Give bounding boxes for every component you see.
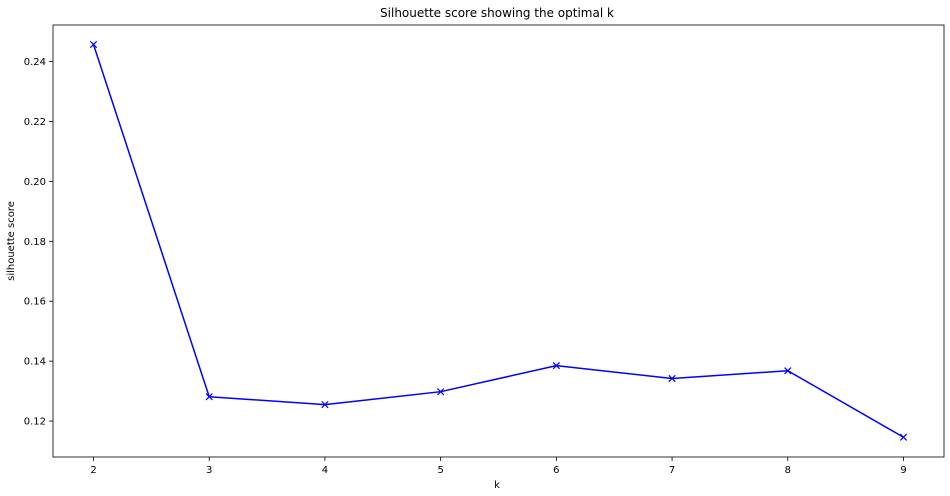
y-tick-label: 0.14 [24, 357, 46, 368]
x-tick-label: 2 [90, 465, 96, 476]
x-axis: 2 3 4 5 6 7 8 9 [90, 457, 907, 476]
data-point-marker [89, 40, 98, 49]
x-tick-label: 7 [669, 465, 675, 476]
y-tick-label: 0.20 [24, 177, 46, 188]
x-tick-label: 8 [785, 465, 791, 476]
x-axis-label: k [494, 480, 500, 491]
series-line [92, 44, 904, 438]
y-tick-label: 0.18 [24, 237, 46, 248]
y-tick-label: 0.24 [24, 57, 46, 68]
chart-title: Silhouette score showing the optimal k [380, 6, 614, 20]
y-axis-label: silhouette score [6, 201, 17, 281]
x-tick-label: 3 [206, 465, 212, 476]
x-tick-label: 4 [322, 465, 328, 476]
x-tick-label: 9 [900, 465, 906, 476]
y-axis: 0.12 0.14 0.16 0.18 0.20 0.22 0.24 [24, 57, 53, 428]
data-point-marker [899, 433, 908, 441]
x-tick-label: 6 [553, 465, 559, 476]
y-tick-label: 0.22 [24, 117, 46, 128]
y-tick-label: 0.12 [24, 417, 46, 428]
y-tick-label: 0.16 [24, 297, 46, 308]
data-point-marker [668, 374, 676, 383]
data-point-marker [321, 400, 329, 409]
data-point-marker [552, 362, 560, 370]
plot-area [89, 40, 908, 441]
data-point-marker [437, 388, 445, 396]
data-point-marker [784, 367, 792, 375]
data-point-marker [205, 393, 213, 401]
x-tick-label: 5 [437, 465, 443, 476]
